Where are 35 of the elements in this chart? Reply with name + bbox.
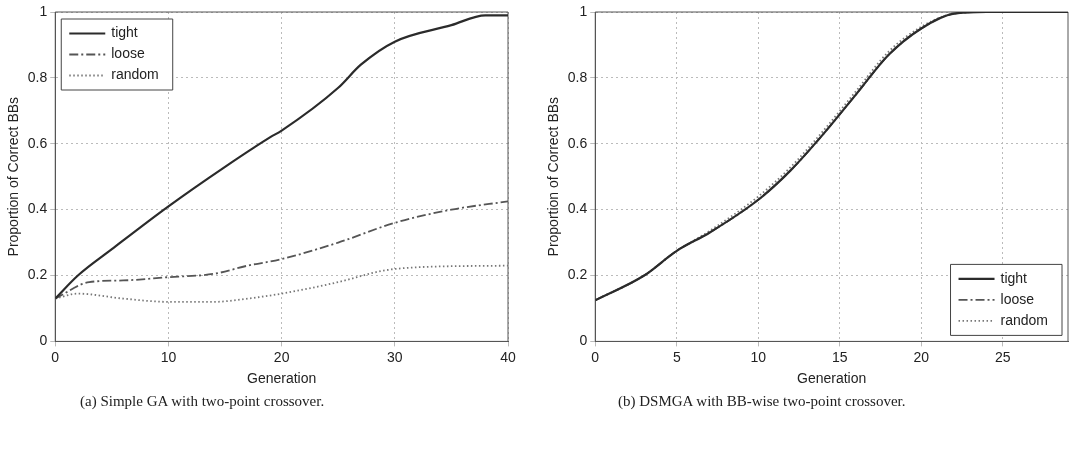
legend-label: random <box>1000 311 1048 328</box>
legend-label: tight <box>111 24 138 41</box>
x-tick-label: 20 <box>913 348 930 365</box>
legend-label: tight <box>1000 269 1028 286</box>
x-tick-label: 0 <box>51 348 60 365</box>
x-tick-label: 0 <box>591 348 600 365</box>
y-tick-label: 0.6 <box>567 134 588 151</box>
x-axis-title: Generation <box>246 370 317 387</box>
x-tick-label: 5 <box>672 348 681 365</box>
y-tick-label: 0.2 <box>567 266 588 283</box>
y-tick-label: 0 <box>579 332 588 349</box>
text: (b) DSMGA with BB-wise two-point crossover. <box>618 392 907 410</box>
y-tick-label: 0.8 <box>27 68 48 85</box>
text: (a) Simple GA with two-point crossover. <box>80 392 326 410</box>
legend-label: random <box>111 66 159 83</box>
x-tick-label: 25 <box>995 348 1011 365</box>
y-tick-label: 1 <box>39 2 48 19</box>
legend-label: loose <box>111 45 145 62</box>
y-axis-title: Proportion of Correct BBs <box>5 96 22 257</box>
x-tick-label: 10 <box>750 348 767 365</box>
x-tick-label: 15 <box>831 348 848 365</box>
x-tick-label: 20 <box>273 348 290 365</box>
y-tick-label: 0.4 <box>27 200 48 217</box>
y-tick-label: 0 <box>39 332 48 349</box>
y-axis-title: Proportion of Correct BBs <box>545 96 562 257</box>
y-tick-label: 0.2 <box>27 266 48 283</box>
x-axis-title: Generation <box>796 370 867 387</box>
y-tick-label: 0.4 <box>567 200 588 217</box>
y-tick-label: 0.6 <box>27 134 48 151</box>
y-tick-label: 0.8 <box>567 68 588 85</box>
x-tick-label: 40 <box>500 348 516 365</box>
x-tick-label: 10 <box>160 348 177 365</box>
x-tick-label: 30 <box>387 348 403 365</box>
legend-label: loose <box>1000 290 1035 307</box>
y-tick-label: 1 <box>579 2 588 19</box>
